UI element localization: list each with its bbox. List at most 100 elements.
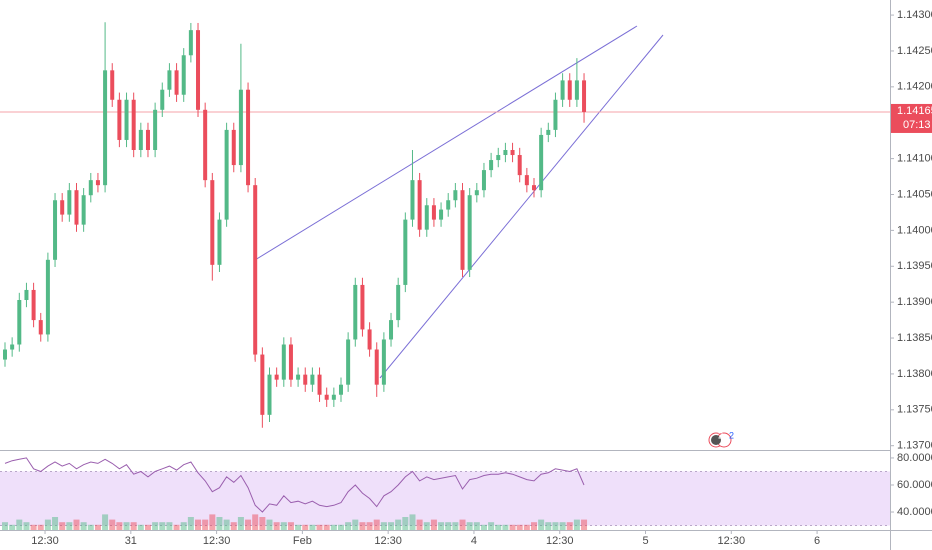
y-tick-label: 1.13800 (897, 368, 932, 380)
volume-bar (337, 524, 344, 530)
candle-body (553, 99, 558, 130)
trend-line[interactable] (254, 25, 638, 261)
volume-bar (9, 524, 16, 530)
volume-bar (152, 522, 159, 530)
volume-bar (359, 522, 366, 530)
candle-body (546, 129, 551, 135)
volume-bar (423, 522, 430, 530)
candle-body (95, 180, 100, 186)
trend-line[interactable] (379, 34, 664, 379)
volume-bar (380, 522, 387, 530)
candle-body (24, 289, 29, 300)
candle-body (81, 195, 86, 225)
badge-count: 2 (729, 430, 734, 440)
candle-body (317, 374, 322, 395)
candle-body (145, 129, 150, 150)
volume-bar (59, 522, 66, 530)
candle-body (489, 160, 494, 171)
candle-body (88, 180, 93, 196)
x-tick-label: Feb (293, 535, 312, 547)
candle-body (110, 70, 115, 100)
candle-body (346, 339, 351, 385)
candle-body (138, 129, 143, 150)
badge-dot (711, 435, 721, 445)
candle-body (103, 70, 108, 186)
volume-bar (509, 524, 516, 530)
volume-bar (280, 522, 287, 530)
candle-body (260, 354, 265, 415)
volume-bar (373, 519, 380, 530)
volume-bar (144, 524, 151, 530)
candle-body (560, 80, 565, 100)
volume-bar (266, 519, 273, 530)
volume-bar (173, 524, 180, 530)
candle-body (281, 344, 286, 380)
candle-body (503, 150, 508, 156)
candle-body (374, 349, 379, 385)
candle-body (417, 180, 422, 230)
volume-bar (37, 524, 44, 530)
volume-bar (330, 524, 337, 530)
volume-bar (87, 524, 94, 530)
volume-bar (388, 522, 395, 530)
candle-body (460, 190, 465, 270)
volume-bar (395, 519, 402, 530)
candle-body (67, 190, 72, 215)
volume-bar (80, 522, 87, 530)
volume-bar (316, 524, 323, 530)
candle-body (496, 155, 501, 161)
x-tick-label: 12:30 (374, 535, 402, 547)
candle-body (567, 80, 572, 100)
candle-body (210, 180, 215, 265)
volume-bar (23, 522, 30, 530)
candle-body (117, 99, 122, 140)
candle-body (217, 219, 222, 265)
candle-body (517, 155, 522, 176)
volume-bar (545, 522, 552, 530)
y-tick-label: 1.13850 (897, 332, 932, 344)
x-tick-label: 31 (125, 535, 137, 547)
volume-bar (295, 524, 302, 530)
candle-body (238, 89, 243, 166)
volume-bar (466, 522, 473, 530)
y-tick-label: 1.14000 (897, 224, 932, 236)
candle-body (574, 80, 579, 100)
y-tick-label: 1.13950 (897, 260, 932, 272)
volume-bar (252, 514, 259, 530)
rsi-band (0, 471, 890, 526)
volume-bar (187, 517, 194, 530)
volume-bar (287, 522, 294, 530)
candle-body (231, 129, 236, 166)
candle-body (481, 170, 486, 191)
candle-body (246, 89, 251, 186)
candle-body (410, 180, 415, 220)
candle-body (296, 374, 301, 380)
candle-body (431, 205, 436, 220)
candle-body (160, 89, 165, 110)
volume-bar (452, 522, 459, 530)
y2-tick-label: 40.0000 (897, 506, 932, 518)
candle-body (360, 284, 365, 330)
volume-bar (237, 517, 244, 530)
candle-body (167, 70, 172, 90)
candle-body (396, 284, 401, 321)
volume-bar (94, 524, 101, 530)
candle-body (53, 200, 58, 260)
volume-bar (180, 522, 187, 530)
candle-body (424, 205, 429, 230)
volume-bar (366, 522, 373, 530)
volume-bar (409, 514, 416, 530)
last-price-label: 1.14165 (897, 105, 932, 117)
badge[interactable]: 2 2 (708, 430, 734, 448)
badge-count: 2 (718, 430, 723, 440)
candle-body (439, 209, 444, 220)
x-tick-label: 5 (642, 535, 648, 547)
candle-body (196, 30, 201, 110)
volume-bar (345, 522, 352, 530)
volume-bar (73, 519, 80, 530)
volume-bar (523, 524, 530, 530)
volume-bar (516, 524, 523, 530)
candle-body (253, 185, 258, 355)
y-tick-label: 1.13750 (897, 404, 932, 416)
volume-bar (273, 522, 280, 530)
